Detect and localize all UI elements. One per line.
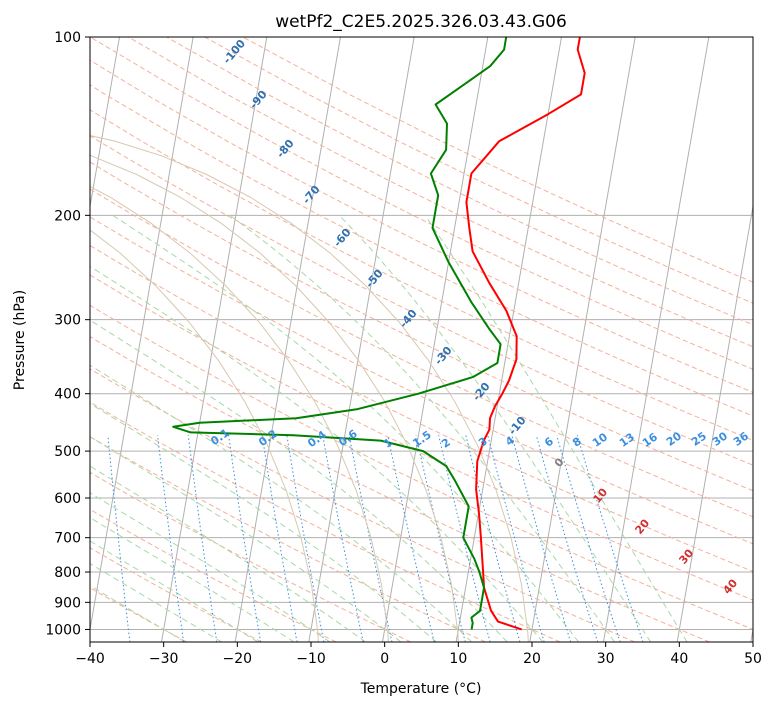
moist-adiabat-line [229,214,615,642]
isotherm-line [676,203,753,642]
moist-adiabat-line [338,214,652,642]
dry-adiabat-line [90,84,753,417]
chart-title: wetPf2_C2E5.2025.326.03.43.G06 [275,12,567,32]
moist-adiabat-line [90,364,473,642]
mixing-ratio-line [187,435,218,642]
dry-adiabat-line [90,401,561,642]
series-layer [172,37,586,631]
mixing-ratio-line [157,435,185,642]
moist-adiabat-line [90,563,222,642]
reference-curve-line [90,135,529,642]
dry-adiabat-line [90,304,753,630]
dry-adiabat-line [90,245,753,573]
mixing-ratio-line [107,435,131,642]
grid-layer [90,37,753,642]
dry-adiabat-line [90,336,710,642]
isotherm-line [455,37,562,642]
y-tick-label: 700 [54,531,81,547]
isotherm-line [234,37,341,642]
moist-adiabat-line [90,517,295,642]
x-tick-label: −10 [296,651,326,667]
y-tick-label: 1000 [45,622,81,638]
x-tick-label: 30 [597,651,615,667]
dry-adiabat-line [90,436,486,642]
plot-frame [89,36,754,643]
reference-curve-line [90,154,459,642]
x-axis-label: Temperature (°C) [360,681,482,697]
mixing-ratio-line [286,435,325,642]
x-tick-label: −30 [149,651,179,667]
isotherm-line [381,37,489,642]
y-tick-label: 500 [54,444,81,460]
moist-adiabat-line [90,585,186,642]
moist-adiabat-line [90,436,402,642]
x-tick-label: 0 [380,651,389,667]
dry-adiabat-line [90,547,262,642]
dry-adiabat-line [90,109,753,441]
dry-adiabat-line [166,37,753,326]
temperature-profile-line [465,37,586,631]
dry-adiabat-line [90,135,753,466]
moist-adiabat-line [112,214,579,642]
isotherm-line [529,37,636,642]
moist-adiabat-line [90,540,259,642]
mixing-ratio-line [487,435,545,642]
y-tick-label: 600 [54,491,81,507]
dry-adiabat-line [90,188,753,518]
y-tick-label: 200 [54,208,81,224]
dry-adiabat-line [90,161,753,492]
isotherm-line [90,37,194,633]
mixing-ratio-line [261,435,298,642]
isotherm-line [160,37,268,642]
y-tick-label: 400 [54,387,81,403]
y-axis-label: Pressure (hPa) [12,290,28,390]
x-tick-label: 50 [744,651,762,667]
mixing-ratio-line [348,435,393,642]
dry-adiabat-line [90,508,337,642]
reference-curve-line [90,186,389,642]
x-tick-label: −20 [223,651,253,667]
mixing-ratio-line [511,435,572,642]
moist-adiabat-line [90,492,331,642]
moist-adiabat-line [90,265,544,642]
y-tick-label: 300 [54,313,81,329]
isotherm-line [602,37,710,642]
x-tick-label: −40 [75,651,105,667]
moist-adiabat-line [424,215,688,642]
dewpoint-profile-line [172,37,508,630]
x-tick-label: 40 [670,651,688,667]
mixing-ratio-line [228,435,262,642]
moist-adiabat-line [90,319,508,642]
reference-curve-line [90,229,319,642]
mixing-ratio-line [465,435,521,642]
axis-layer: −40 −30 −20 −10 0 10 20 30 40 50 100 200 300 400 500 60… [45,30,762,667]
isotherm-line [308,37,415,642]
x-tick-label: 10 [449,651,467,667]
dry-adiabat-line [90,216,753,545]
mixing-ratio-line [322,435,364,642]
dry-adiabat-line [204,37,753,304]
y-tick-label: 800 [54,565,81,581]
moist-adiabat-line [90,402,437,642]
dry-adiabat-line [242,37,753,283]
y-tick-label: 100 [54,30,81,46]
y-tick-label: 900 [54,595,81,611]
x-tick-label: 20 [523,651,541,667]
mixing-ratio-line [387,435,435,642]
moist-adiabat-line [90,465,366,642]
dry-adiabat-line [90,368,635,642]
